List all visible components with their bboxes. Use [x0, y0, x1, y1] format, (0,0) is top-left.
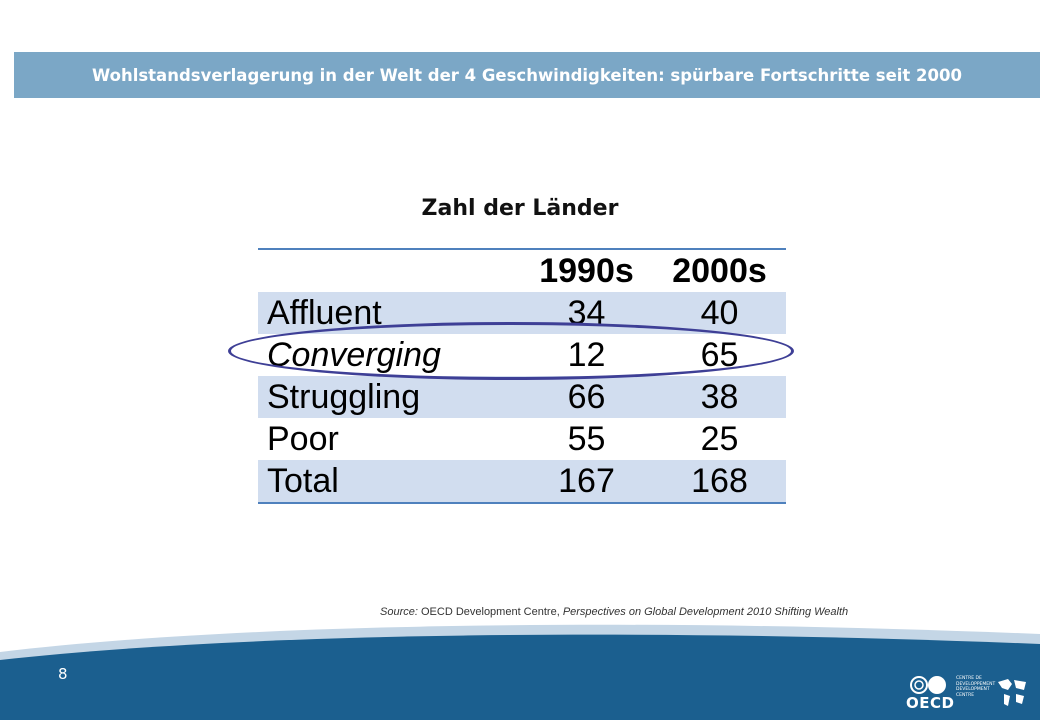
table-row-total: Total 167 168 — [258, 460, 786, 504]
oecd-logo: OECD CENTRE DE DEVELOPPEMENT DEVELOPMENT… — [904, 670, 1034, 716]
table-row: Affluent 34 40 — [258, 292, 786, 334]
cell-2000s: 40 — [653, 292, 786, 334]
logo-subtext: CENTRE DE DEVELOPPEMENT DEVELOPMENT CENT… — [956, 676, 996, 698]
logo-text: OECD — [906, 694, 955, 712]
table-header-row: 1990s 2000s — [258, 249, 786, 292]
cell-1990s: 55 — [567, 420, 606, 458]
cell-2000s: 65 — [700, 336, 739, 374]
cell-1990s: 34 — [520, 292, 653, 334]
table-row: Converging 12 65 — [258, 334, 786, 376]
table-row: Poor 55 25 — [258, 418, 786, 460]
row-label: Poor — [267, 420, 339, 458]
source-org: OECD Development Centre, — [417, 606, 563, 618]
table-row: Struggling 66 38 — [258, 376, 786, 418]
table-caption: Zahl der Länder — [421, 196, 619, 221]
table-header-label — [258, 249, 520, 292]
table-header-2000s: 2000s — [672, 252, 767, 290]
row-label: Total — [258, 460, 520, 504]
row-label: Affluent — [258, 292, 520, 334]
data-table: 1990s 2000s Affluent 34 40 Converging 12… — [258, 248, 786, 504]
page-number: 8 — [58, 665, 68, 683]
world-map-icon — [998, 679, 1026, 706]
cell-2000s: 168 — [653, 460, 786, 504]
table-header-1990s: 1990s — [539, 252, 634, 290]
cell-1990s: 66 — [520, 376, 653, 418]
cell-1990s: 167 — [520, 460, 653, 504]
source-note: Source: OECD Development Centre, Perspec… — [380, 606, 980, 618]
row-label: Struggling — [258, 376, 520, 418]
source-publication: Perspectives on Global Development 2010 … — [562, 606, 849, 618]
cell-2000s: 38 — [653, 376, 786, 418]
title-bar: Wohlstandsverlagerung in der Welt der 4 … — [14, 52, 1040, 98]
source-prefix: Source: — [380, 606, 418, 618]
row-label: Converging — [267, 336, 441, 374]
cell-2000s: 25 — [700, 420, 739, 458]
oecd-rings-icon — [910, 676, 946, 694]
footer-wave — [0, 624, 1040, 720]
slide-title: Wohlstandsverlagerung in der Welt der 4 … — [92, 65, 962, 85]
cell-1990s: 12 — [567, 336, 606, 374]
